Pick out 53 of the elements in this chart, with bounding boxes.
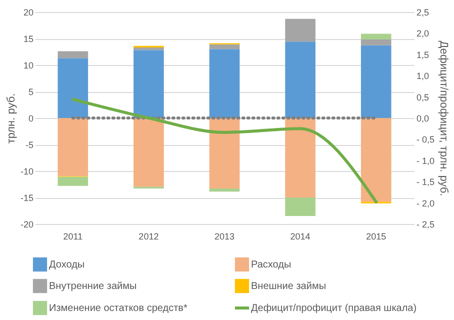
y2-tick-label: 2,0 — [416, 28, 430, 39]
bar — [285, 42, 316, 118]
y-tick-label: 10 — [23, 60, 34, 70]
y-axis-title: трлн. руб. — [5, 93, 18, 144]
legend-label: Расходы — [251, 259, 292, 270]
x-tick-label: 2015 — [366, 232, 386, 242]
y-tick-label: -15 — [20, 193, 34, 203]
bar — [58, 51, 88, 58]
y-tick-label: 5 — [28, 87, 34, 97]
y2-tick-label: 1,0 — [416, 71, 430, 82]
bar — [58, 58, 88, 118]
y2-tick-label: 0,0 — [416, 114, 430, 124]
bar — [209, 188, 240, 192]
x-tick-label: 2014 — [290, 232, 310, 242]
bar — [209, 118, 240, 188]
y2-tick-label: - 1,5 — [416, 177, 435, 188]
legend-label: Изменение остатков средств* — [49, 303, 188, 314]
y-tick-label: -20 — [20, 220, 34, 230]
bar — [209, 44, 240, 50]
y2-tick-label: 0,5 — [416, 92, 430, 102]
bar — [134, 118, 164, 187]
bar — [58, 118, 88, 176]
x-tick-label: 2012 — [138, 232, 159, 242]
bar — [360, 45, 392, 118]
legend-label: Доходы — [49, 259, 85, 270]
legend-label: Дефицит/профицит (правая шкала) — [251, 303, 417, 314]
bar — [360, 34, 392, 40]
x-tick-label: 2011 — [63, 232, 83, 242]
bar — [285, 18, 316, 42]
y-tick-label: 0 — [28, 114, 34, 124]
y-tick-label: -10 — [20, 166, 34, 176]
bar — [209, 49, 240, 118]
y2-tick-label: - 2,0 — [416, 198, 435, 208]
bar — [360, 40, 392, 46]
legend-label: Внешние займы — [251, 281, 326, 292]
bar — [360, 118, 392, 202]
bar — [285, 118, 316, 198]
bar — [134, 48, 164, 50]
y-tick-label: 20 — [23, 8, 34, 18]
bar — [58, 176, 88, 186]
bar — [285, 198, 316, 216]
legend-label: Внутренние займы — [49, 281, 137, 292]
y2-tick-label: 2,5 — [416, 8, 430, 18]
y2-tick-label: - 0,5 — [416, 134, 435, 145]
line-series — [71, 98, 378, 204]
bar — [134, 50, 164, 118]
y2-tick-label: - 2,5 — [416, 220, 435, 230]
y-tick-label: -5 — [25, 140, 34, 150]
y2-tick-label: - 1,0 — [416, 156, 435, 166]
x-tick-label: 2013 — [214, 232, 235, 242]
y2-tick-label: 1,5 — [416, 50, 430, 60]
y-tick-label: 15 — [23, 34, 34, 44]
y2-axis-title: Дефицит/профицит, трлн. руб. — [438, 40, 450, 196]
